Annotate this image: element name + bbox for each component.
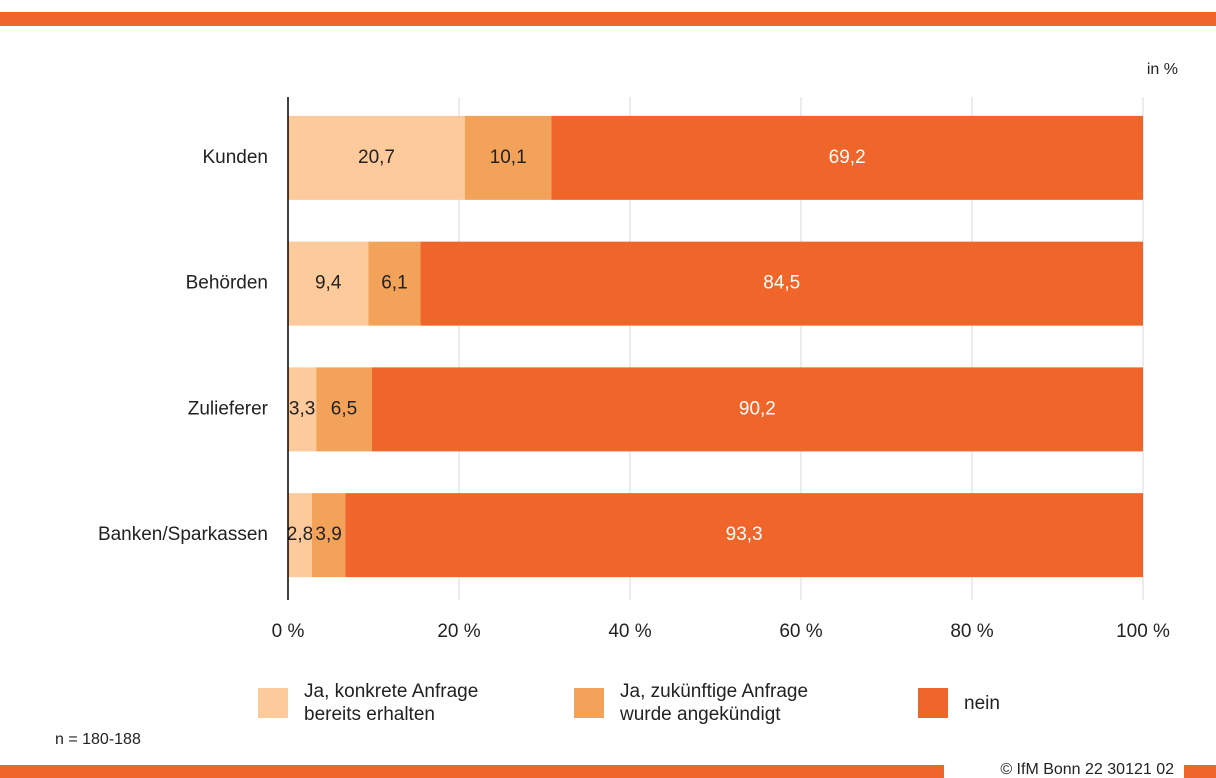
legend-label: Ja, zukünftige Anfrage wurde angekündigt [620, 681, 809, 725]
legend-label: Ja, konkrete Anfrage bereits erhalten [304, 681, 479, 725]
y-tick-label: Banken/Sparkassen [98, 524, 268, 545]
bar-segment [288, 493, 312, 578]
value-label: 90,2 [739, 398, 776, 419]
x-tick-label: 100 % [1116, 621, 1170, 642]
value-label: 9,4 [315, 273, 342, 294]
value-label: 20,7 [358, 147, 395, 168]
bottom-band [0, 765, 1216, 778]
value-label: 3,9 [315, 524, 341, 545]
y-tick-label: Zulieferer [188, 398, 269, 419]
unit-label: in % [1147, 61, 1178, 78]
note: n = 180-188 [55, 731, 141, 748]
bar-segment [371, 367, 1143, 452]
value-label: 84,5 [763, 273, 800, 294]
bar-segment [288, 367, 317, 452]
value-label: 10,1 [490, 147, 527, 168]
value-label: 93,3 [726, 524, 763, 545]
bar-segment [311, 493, 346, 578]
legend-swatch [918, 688, 948, 718]
bar-segment [464, 115, 552, 200]
bar-segment [368, 241, 421, 326]
legend-swatch [574, 688, 604, 718]
bar-segment [288, 241, 369, 326]
legend-label: nein [964, 693, 1000, 714]
bar-segment [316, 367, 372, 452]
bar-segment [420, 241, 1143, 326]
value-label: 3,3 [289, 398, 315, 419]
bar-segment [345, 493, 1143, 578]
value-label: 6,1 [381, 273, 407, 294]
value-label: 2,8 [287, 524, 313, 545]
value-label: 6,5 [331, 398, 357, 419]
x-tick-label: 20 % [437, 621, 480, 642]
source-bg [944, 760, 1184, 778]
source: © IfM Bonn 22 30121 02 [1000, 761, 1174, 778]
x-tick-label: 40 % [608, 621, 651, 642]
x-tick-label: 0 % [272, 621, 305, 642]
x-tick-label: 80 % [950, 621, 993, 642]
x-tick-label: 60 % [779, 621, 822, 642]
bar-segment [288, 115, 465, 200]
y-tick-label: Behörden [186, 273, 268, 294]
value-label: 69,2 [829, 147, 866, 168]
y-tick-label: Kunden [202, 147, 268, 168]
legend-swatch [258, 688, 288, 718]
bar-segment [551, 115, 1143, 200]
top-band [0, 12, 1216, 26]
